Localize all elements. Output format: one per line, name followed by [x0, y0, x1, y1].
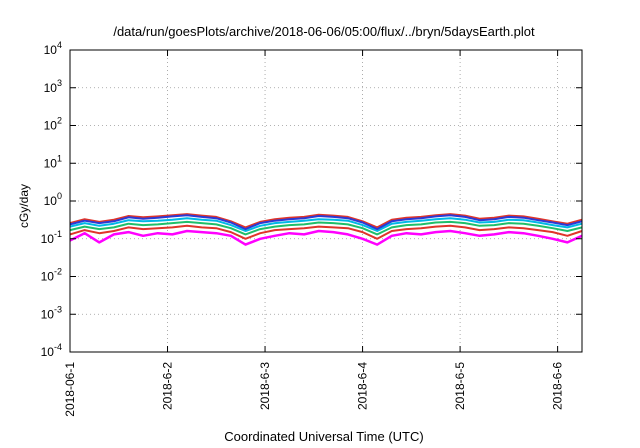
- x-tick-label: 2018-6-6: [551, 362, 565, 410]
- x-tick-label: 2018-6-3: [258, 362, 272, 410]
- y-tick-label: 102: [44, 116, 62, 133]
- series-line-3: [69, 220, 583, 236]
- series-line-2: [69, 224, 583, 240]
- y-tick-label: 10-1: [41, 229, 62, 246]
- x-axis: 2018-06-1 2018-6-2 2018-6-3 2018-6-4 2018-6-…: [63, 50, 565, 417]
- chart-title: /data/run/goesPlots/archive/2018-06-06/0…: [113, 24, 535, 39]
- y-tick-label: 100: [44, 191, 62, 208]
- x-tick-label: 2018-6-5: [453, 362, 467, 410]
- x-tick-label: 2018-6-4: [356, 362, 370, 410]
- y-tick-label: 101: [44, 153, 62, 170]
- series-line-6: [69, 214, 583, 231]
- x-tick-label: 2018-6-2: [161, 362, 175, 410]
- series-line-5: [69, 213, 583, 229]
- x-axis-label: Coordinated Universal Time (UTC): [224, 429, 423, 444]
- series-line-1: [69, 229, 583, 246]
- y-axis: 10-4 10-3 10-2 10-1 100 101 102 103 104: [41, 40, 582, 359]
- y-tick-label: 104: [44, 40, 62, 57]
- y-tick-label: 10-2: [41, 267, 62, 284]
- y-tick-label: 10-3: [41, 304, 62, 321]
- grid: [70, 50, 582, 352]
- y-tick-label: 103: [44, 78, 62, 95]
- x-tick-label: 2018-06-1: [63, 362, 77, 417]
- y-tick-label: 10-4: [41, 342, 62, 359]
- series-group: [69, 213, 583, 246]
- series-line-4: [69, 217, 583, 232]
- y-axis-label: cGy/day: [17, 184, 31, 228]
